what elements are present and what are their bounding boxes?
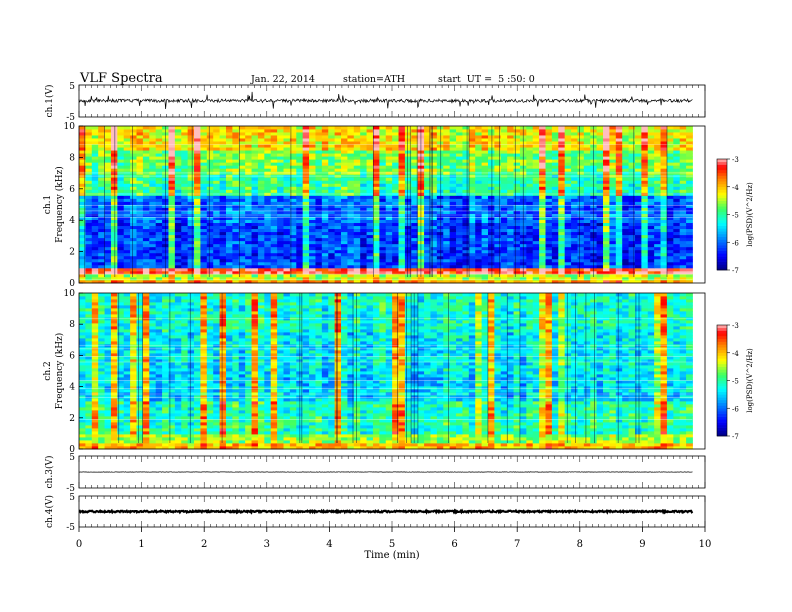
station-label: station=ATH — [343, 74, 405, 85]
colorbar-2-tick: -4 — [732, 350, 739, 358]
x-tick-label: 8 — [577, 539, 583, 550]
colorbar-1-tick: -7 — [732, 267, 739, 275]
ch1-waveform-ylabel: ch.1(V) — [44, 85, 55, 118]
chart-title: VLF Spectra — [80, 71, 163, 86]
ch4-waveform-trace — [78, 508, 694, 515]
colorbar-1-tick: -3 — [732, 156, 739, 164]
x-tick-label: 10 — [699, 539, 712, 550]
x-tick-label: 1 — [138, 539, 144, 550]
spectrogram-2-ytick: 10 — [64, 289, 76, 299]
spectrogram-1-ytick: 0 — [69, 279, 75, 289]
spectrogram-1-ytick: 2 — [69, 248, 75, 258]
x-tick-label: 5 — [389, 539, 395, 550]
ch1-waveform-ytick: 5 — [69, 82, 75, 92]
spectrogram-2-ytick: 6 — [69, 351, 75, 361]
spectrogram-2-channel-label: ch.2 — [43, 361, 53, 380]
ch4-waveform-ytick: -5 — [66, 523, 75, 533]
colorbar-2-tick: -6 — [732, 405, 739, 413]
date-label: Jan. 22, 2014 — [251, 74, 315, 85]
spectrogram-1-ytick: 4 — [69, 216, 75, 226]
colorbar-2-tick: -5 — [732, 378, 739, 386]
spectrogram-1-ytick: 6 — [69, 185, 75, 195]
ch3-waveform-ytick: -5 — [66, 484, 75, 494]
colorbar-1-tick: -6 — [732, 239, 739, 247]
ch1-waveform-ytick: -5 — [66, 113, 75, 123]
spectrogram-2-frame — [78, 292, 706, 450]
ch4-waveform-ylabel: ch.4(V) — [44, 495, 55, 528]
spectrogram-2-ytick: 2 — [69, 414, 75, 424]
x-tick-label: 9 — [639, 539, 645, 550]
spectrogram-1-ytick: 10 — [64, 122, 76, 132]
colorbar-1 — [716, 158, 730, 271]
spectrogram-1-ytick: 8 — [69, 153, 75, 163]
colorbar-2-tick: -3 — [732, 322, 739, 330]
ch3-waveform-ytick: 5 — [69, 453, 75, 463]
spectrogram-2-ytick: 4 — [69, 383, 75, 393]
start-time-label: start UT = 5 :50: 0 — [438, 74, 535, 85]
x-tick-label: 0 — [76, 539, 82, 550]
colorbar-1-tick: -5 — [732, 212, 739, 220]
ch4-waveform-ytick: 5 — [69, 493, 75, 503]
ch3-waveform-ylabel: ch.3(V) — [44, 456, 55, 489]
spectrogram-2-ytick: 8 — [69, 320, 75, 330]
spectrogram-2-ylabel: Frequency (kHz) — [54, 333, 65, 410]
x-tick-label: 6 — [451, 539, 457, 550]
spectrogram-1 — [79, 126, 693, 284]
colorbar-1-tick: -4 — [732, 184, 739, 192]
x-tick-label: 3 — [264, 539, 270, 550]
spectrogram-1-ylabel: Frequency (kHz) — [54, 166, 65, 243]
colorbar-2-tick: -7 — [732, 433, 739, 441]
colorbar-2-label: log(PSD)(V^2/Hz) — [746, 348, 754, 413]
x-tick-label: 7 — [514, 539, 520, 550]
colorbar-2 — [716, 324, 730, 437]
x-tick-label: 4 — [326, 539, 332, 550]
ch1-waveform-trace — [78, 91, 693, 110]
spectrogram-1-frame — [78, 125, 706, 284]
x-tick-label: 2 — [201, 539, 207, 550]
spectrogram-2 — [79, 293, 693, 450]
x-axis-label: Time (min) — [364, 550, 419, 561]
spectrogram-2-ytick: 0 — [69, 445, 75, 455]
spectrogram-1-channel-label: ch.1 — [43, 195, 53, 214]
colorbar-1-label: log(PSD)(V^2/Hz) — [746, 182, 754, 247]
